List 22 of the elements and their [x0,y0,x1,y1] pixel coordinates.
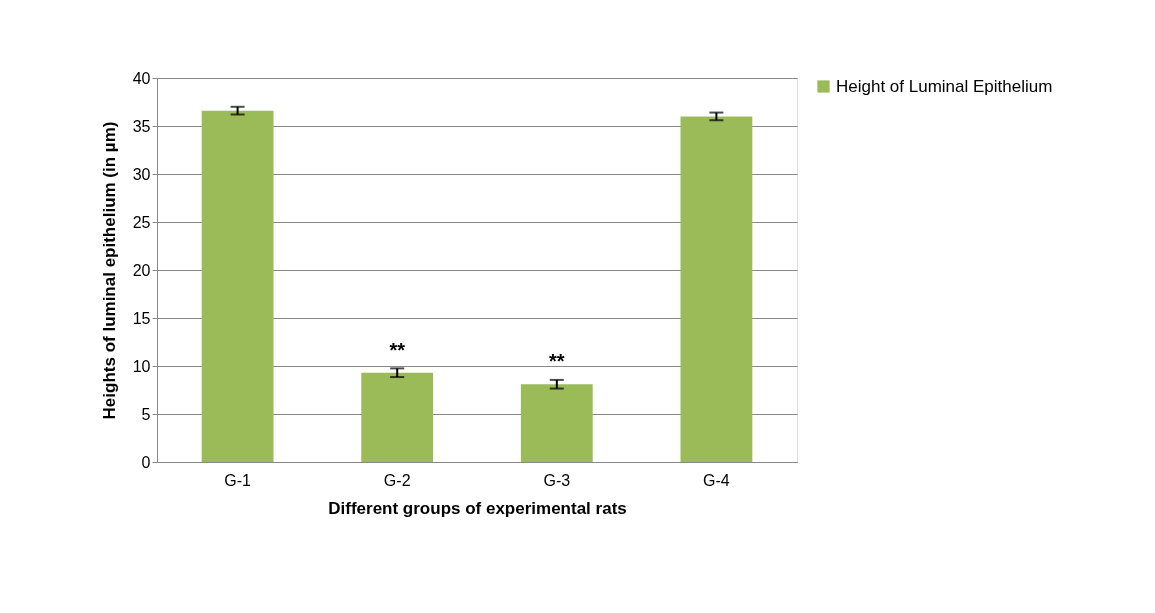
x-tick-label: G-3 [543,471,571,489]
x-tick-label: G-1 [224,471,252,489]
y-tick-label: 25 [132,213,151,231]
y-tick-label: 15 [132,309,151,327]
y-tick-label: 10 [132,357,151,375]
bar [361,372,434,462]
bar [201,110,274,462]
bar [520,384,593,462]
y-tick-label: 30 [132,165,151,183]
y-tick-label: 20 [132,261,151,279]
x-tick-label: G-2 [383,471,411,489]
bar [680,116,753,462]
y-axis-title: Heights of luminal epithelium (in µm) [99,121,119,420]
y-tick-label: 35 [132,117,151,135]
annotation: ** [549,350,565,373]
y-tick-label: 0 [141,453,151,471]
legend-label: Height of Luminal Epithelium [836,76,1053,96]
x-tick-label: G-4 [703,471,730,489]
y-tick-label: 40 [132,69,151,87]
y-tick-label: 5 [141,405,151,423]
annotation: ** [389,338,406,361]
x-axis-title: Different groups of experimental rats [328,498,627,518]
